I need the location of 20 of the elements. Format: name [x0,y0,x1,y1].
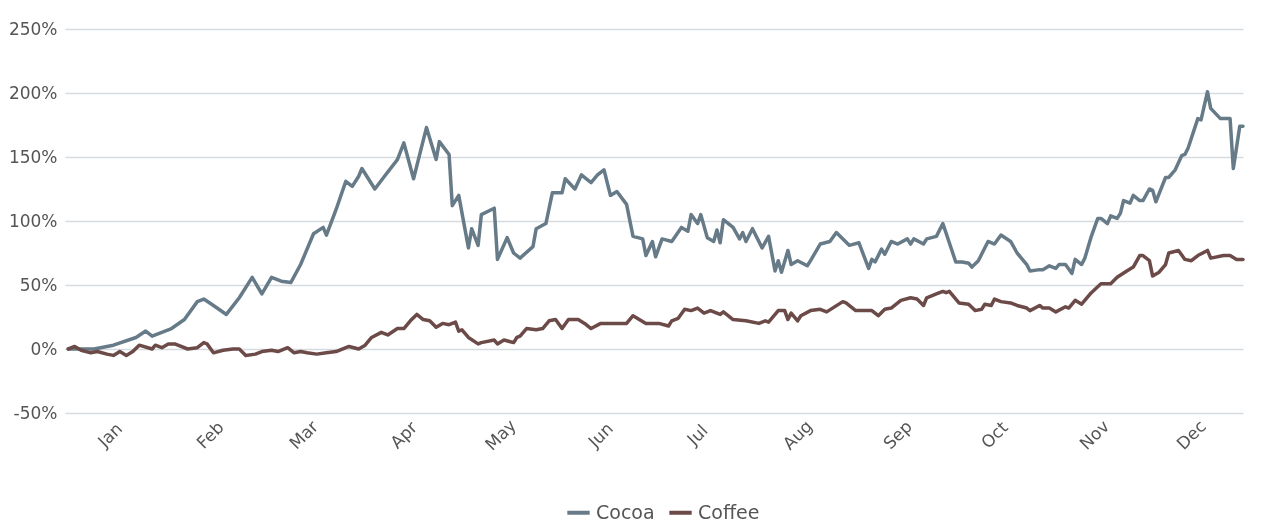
x-tick-label: Jan [92,418,127,452]
y-tick-label: 0% [30,338,58,359]
x-tick-label: Mar [285,416,323,454]
x-tick-label: Jun [583,418,617,452]
y-tick-label: 250% [8,18,58,39]
y-tick-label: 50% [19,274,58,295]
x-tick-label: Apr [386,417,422,453]
x-tick-label: Oct [976,417,1012,453]
line-series [66,248,1245,358]
x-tick-label: Dec [1172,416,1210,454]
x-tick-label: Sep [879,416,916,454]
line-series [66,89,1245,351]
legend-label: Cocoa [596,500,655,523]
y-tick-label: 200% [8,82,58,103]
x-tick-label: Feb [192,417,228,453]
y-tick-label: -50% [13,402,58,423]
legend-label: Coffee [698,500,760,523]
y-tick-label: 150% [8,146,58,167]
x-tick-label: Jul [682,420,712,450]
y-tick-label: 100% [8,210,58,231]
